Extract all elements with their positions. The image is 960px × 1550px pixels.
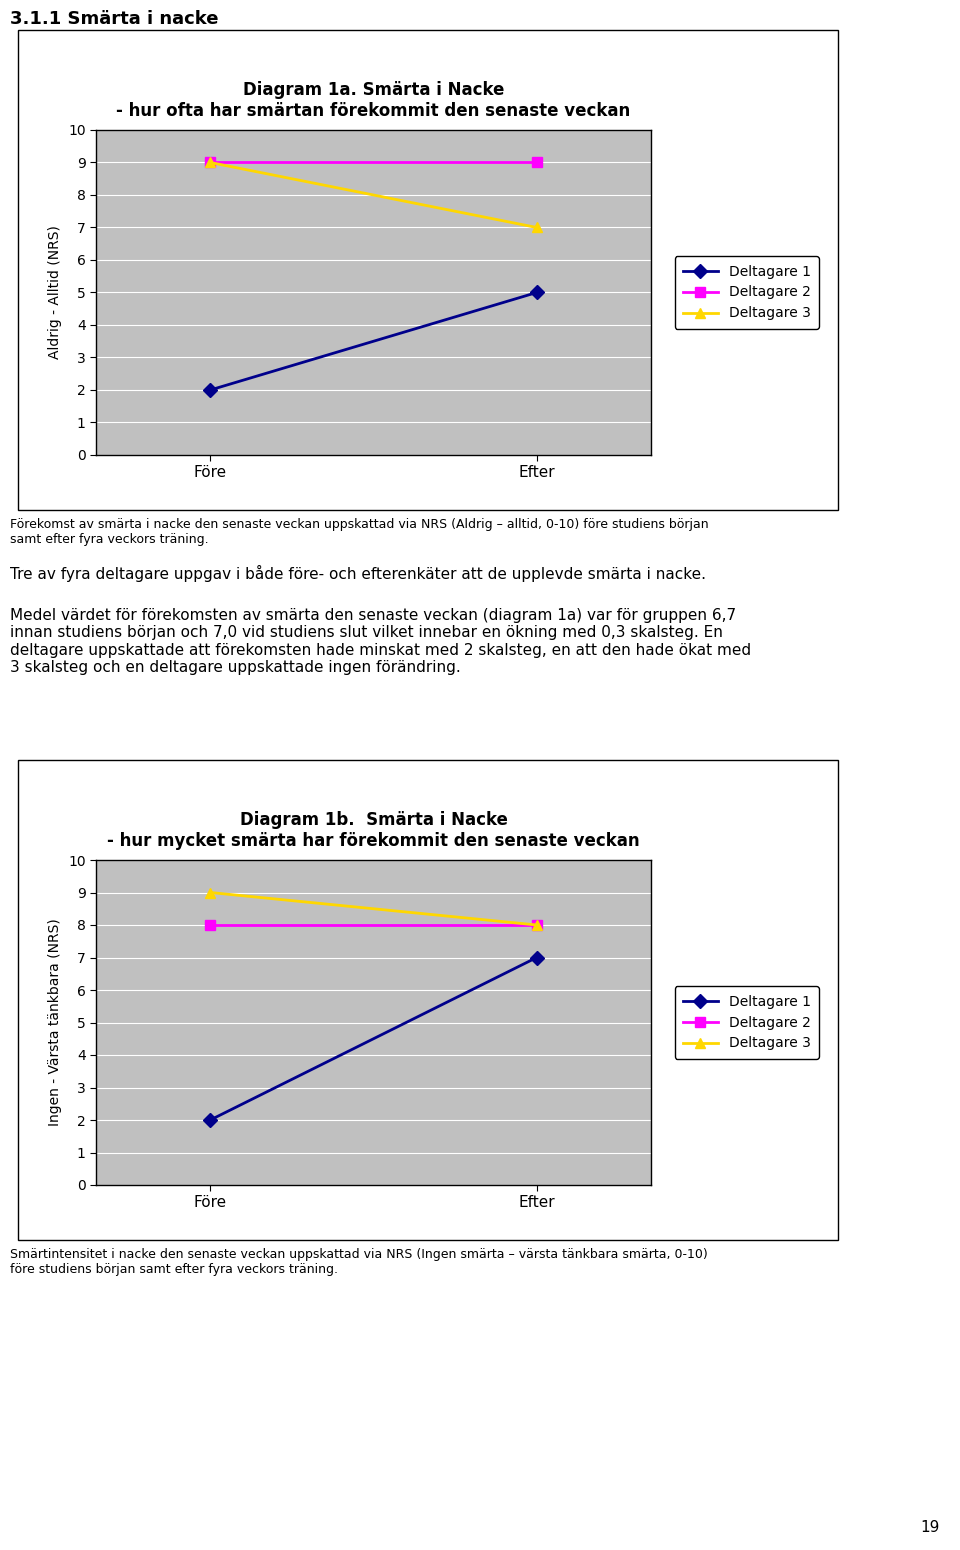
Line: Deltagare 2: Deltagare 2: [205, 158, 541, 167]
Line: Deltagare 1: Deltagare 1: [205, 288, 541, 395]
Line: Deltagare 2: Deltagare 2: [205, 921, 541, 930]
Deltagare 3: [204, 883, 216, 902]
Text: 3.1.1 Smärta i nacke: 3.1.1 Smärta i nacke: [10, 9, 219, 28]
Text: Förekomst av smärta i nacke den senaste veckan uppskattad via NRS (Aldrig – allt: Förekomst av smärta i nacke den senaste …: [10, 518, 708, 546]
Deltagare 1: [531, 949, 542, 967]
Deltagare 1: [531, 284, 542, 302]
Legend: Deltagare 1, Deltagare 2, Deltagare 3: Deltagare 1, Deltagare 2, Deltagare 3: [675, 986, 819, 1059]
Line: Deltagare 1: Deltagare 1: [205, 953, 541, 1125]
Deltagare 2: [204, 916, 216, 935]
Deltagare 1: [204, 381, 216, 400]
Deltagare 2: [204, 153, 216, 172]
Text: Smärtintensitet i nacke den senaste veckan uppskattad via NRS (Ingen smärta – vä: Smärtintensitet i nacke den senaste veck…: [10, 1248, 708, 1276]
Deltagare 3: [204, 153, 216, 172]
Line: Deltagare 3: Deltagare 3: [205, 158, 541, 232]
Title: Diagram 1b.  Smärta i Nacke
- hur mycket smärta har förekommit den senaste vecka: Diagram 1b. Smärta i Nacke - hur mycket …: [108, 811, 639, 849]
Title: Diagram 1a. Smärta i Nacke
- hur ofta har smärtan förekommit den senaste veckan: Diagram 1a. Smärta i Nacke - hur ofta ha…: [116, 81, 631, 119]
Deltagare 1: [204, 1111, 216, 1130]
Text: Medel värdet för förekomsten av smärta den senaste veckan (diagram 1a) var för g: Medel värdet för förekomsten av smärta d…: [10, 608, 751, 676]
Deltagare 2: [531, 153, 542, 172]
Deltagare 3: [531, 916, 542, 935]
Legend: Deltagare 1, Deltagare 2, Deltagare 3: Deltagare 1, Deltagare 2, Deltagare 3: [675, 256, 819, 329]
Y-axis label: Ingen - Värsta tänkbara (NRS): Ingen - Värsta tänkbara (NRS): [48, 919, 62, 1127]
Text: Tre av fyra deltagare uppgav i både före- och efterenkäter att de upplevde smärt: Tre av fyra deltagare uppgav i både före…: [10, 566, 706, 581]
Y-axis label: Aldrig - Alltid (NRS): Aldrig - Alltid (NRS): [48, 226, 62, 360]
Deltagare 3: [531, 219, 542, 237]
Text: 19: 19: [921, 1521, 940, 1534]
Deltagare 2: [531, 916, 542, 935]
Line: Deltagare 3: Deltagare 3: [205, 888, 541, 930]
